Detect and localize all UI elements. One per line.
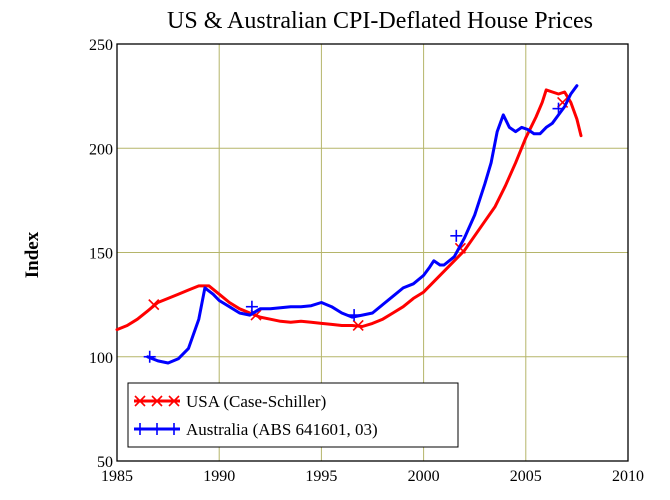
- legend-marker: [151, 395, 163, 407]
- legend-box: [127, 382, 459, 448]
- legend-marker: [134, 395, 146, 407]
- y-axis-label: Index: [22, 231, 43, 278]
- legend: USA (Case-Schiller) Australia (ABS 64160…: [127, 382, 459, 448]
- y-axis: 50 100 150 200 250: [89, 37, 113, 471]
- legend-usa-label: USA (Case-Schiller): [186, 392, 326, 411]
- chart-title: US & Australian CPI-Deflated House Price…: [167, 8, 593, 34]
- y-tick-label: 200: [89, 141, 113, 158]
- series-usa: [115, 88, 583, 332]
- australia-marker: [348, 309, 361, 322]
- y-tick-label: 50: [97, 454, 113, 471]
- australia-line: [146, 84, 579, 365]
- australia-marker: [245, 300, 258, 313]
- usa-marker: [148, 299, 160, 311]
- legend-marker: [168, 423, 180, 435]
- x-tick-label: 2000: [408, 468, 440, 485]
- series-layer: [115, 84, 583, 365]
- legend-marker: [168, 395, 180, 407]
- series-australia: [143, 84, 579, 365]
- australia-marker: [143, 350, 156, 363]
- x-tick-label: 2010: [612, 468, 644, 485]
- x-axis: 1985 1990 1995 2000 2005 2010: [101, 468, 644, 485]
- y-tick-label: 150: [89, 246, 113, 263]
- x-tick-label: 2005: [510, 468, 542, 485]
- x-tick-label: 1990: [203, 468, 235, 485]
- x-tick-label: 1985: [101, 468, 133, 485]
- grid-lines: [117, 44, 628, 461]
- australia-marker: [450, 229, 463, 242]
- usa-marker: [352, 319, 364, 332]
- x-tick-label: 1995: [305, 468, 337, 485]
- y-tick-label: 100: [89, 350, 113, 367]
- legend-australia-symbol: [134, 423, 180, 435]
- legend-marker: [151, 423, 163, 435]
- plot-frame: [116, 43, 629, 462]
- usa-line: [115, 88, 583, 332]
- australia-marker: [552, 102, 565, 115]
- legend-australia-label: Australia (ABS 641601, 03): [186, 420, 378, 439]
- legend-marker: [134, 423, 146, 435]
- legend-usa-symbol: [134, 395, 180, 407]
- y-tick-label: 250: [89, 37, 113, 54]
